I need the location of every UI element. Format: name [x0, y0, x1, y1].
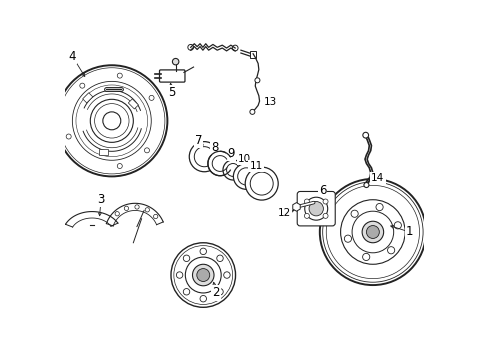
- Circle shape: [323, 199, 327, 204]
- Circle shape: [189, 141, 219, 172]
- Circle shape: [187, 44, 193, 50]
- Circle shape: [244, 167, 278, 200]
- Circle shape: [149, 95, 154, 100]
- Circle shape: [233, 163, 259, 189]
- Circle shape: [351, 211, 393, 253]
- Text: 7: 7: [194, 134, 202, 147]
- Circle shape: [192, 264, 214, 286]
- Circle shape: [185, 257, 221, 293]
- Circle shape: [117, 73, 122, 78]
- Circle shape: [304, 197, 327, 220]
- Circle shape: [232, 45, 238, 51]
- Circle shape: [207, 151, 232, 176]
- Circle shape: [183, 255, 189, 261]
- Text: 12: 12: [277, 208, 290, 218]
- FancyBboxPatch shape: [297, 192, 335, 226]
- Circle shape: [183, 289, 189, 295]
- Circle shape: [319, 179, 425, 285]
- Circle shape: [66, 134, 71, 139]
- Circle shape: [350, 210, 358, 217]
- Circle shape: [153, 214, 158, 219]
- Bar: [128, 99, 138, 109]
- Circle shape: [172, 58, 179, 65]
- Circle shape: [308, 202, 323, 216]
- Circle shape: [117, 163, 122, 168]
- Text: 3: 3: [97, 193, 104, 206]
- Circle shape: [322, 182, 422, 282]
- Circle shape: [340, 200, 405, 264]
- Bar: [249, 51, 256, 58]
- Circle shape: [362, 132, 368, 138]
- Circle shape: [200, 296, 206, 302]
- Circle shape: [216, 289, 223, 295]
- Circle shape: [344, 235, 351, 242]
- Text: 11: 11: [249, 161, 262, 171]
- Circle shape: [387, 247, 394, 254]
- Circle shape: [375, 203, 383, 211]
- Circle shape: [144, 148, 149, 153]
- Text: 9: 9: [226, 147, 234, 159]
- Text: 14: 14: [370, 173, 384, 183]
- Circle shape: [362, 221, 383, 243]
- Circle shape: [363, 183, 368, 188]
- Circle shape: [237, 168, 254, 185]
- Circle shape: [135, 205, 139, 209]
- FancyBboxPatch shape: [159, 70, 184, 82]
- Circle shape: [174, 246, 232, 305]
- Bar: [99, 149, 107, 154]
- Circle shape: [250, 172, 273, 195]
- Text: 13: 13: [263, 97, 276, 107]
- Circle shape: [304, 213, 309, 219]
- Circle shape: [249, 109, 254, 114]
- Text: 5: 5: [168, 86, 175, 99]
- Circle shape: [124, 206, 128, 211]
- Circle shape: [362, 253, 369, 261]
- Text: 8: 8: [211, 140, 218, 153]
- Circle shape: [171, 243, 235, 307]
- Circle shape: [176, 272, 183, 278]
- Bar: [82, 93, 93, 103]
- Circle shape: [323, 213, 327, 219]
- Circle shape: [145, 208, 149, 212]
- Polygon shape: [292, 203, 300, 211]
- Circle shape: [254, 78, 260, 83]
- Circle shape: [393, 222, 401, 229]
- Text: 1: 1: [405, 225, 412, 238]
- Circle shape: [80, 83, 84, 88]
- Circle shape: [115, 212, 119, 216]
- Circle shape: [223, 272, 230, 278]
- Circle shape: [194, 147, 214, 167]
- Circle shape: [200, 248, 206, 255]
- Circle shape: [216, 255, 223, 261]
- Circle shape: [366, 226, 379, 238]
- Circle shape: [304, 199, 309, 204]
- Circle shape: [226, 163, 239, 176]
- Circle shape: [223, 160, 243, 180]
- Circle shape: [167, 72, 176, 80]
- Text: 10: 10: [238, 154, 250, 164]
- Circle shape: [196, 269, 209, 282]
- Circle shape: [56, 65, 167, 176]
- Text: 4: 4: [68, 50, 76, 63]
- Text: 2: 2: [212, 287, 219, 300]
- Circle shape: [325, 185, 419, 279]
- Text: 6: 6: [318, 184, 326, 197]
